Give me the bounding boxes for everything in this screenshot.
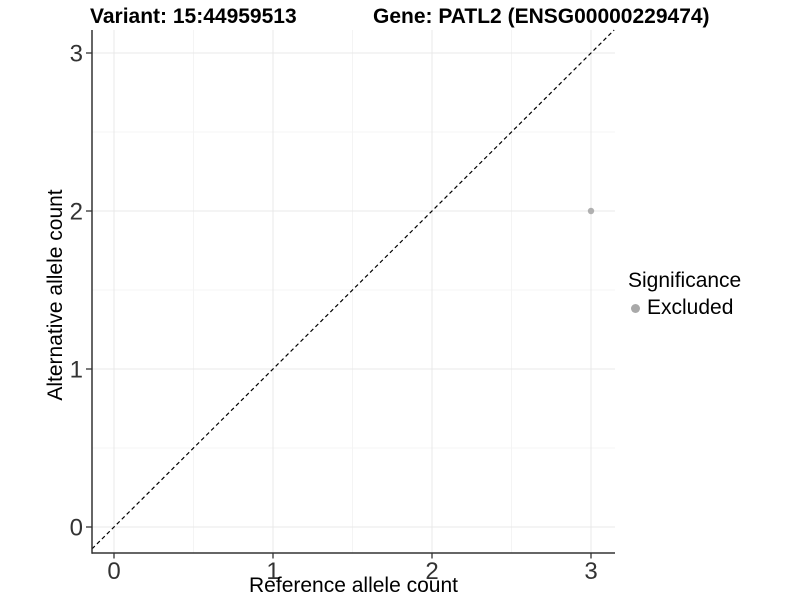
data-point (587, 207, 595, 215)
legend-item-label: Excluded (647, 296, 734, 319)
y-tick-label: 3 (70, 41, 83, 68)
identity-dashed-line (91, 29, 615, 550)
x-axis-title: Reference allele count (249, 574, 458, 597)
x-tick-label: 1 (266, 558, 279, 585)
y-axis-title: Alternative allele count (44, 189, 67, 401)
y-tick-label: 1 (70, 357, 83, 384)
legend: Significance Excluded (628, 269, 741, 320)
legend-title: Significance (628, 269, 742, 292)
x-tick-label: 0 (107, 558, 120, 585)
y-tick-label: 2 (70, 199, 83, 226)
x-tick-label: 2 (425, 558, 438, 585)
x-tick-label: 3 (584, 558, 597, 585)
legend-point-icon (631, 303, 640, 313)
legend-items: Excluded (628, 296, 741, 320)
legend-item: Excluded (628, 296, 741, 320)
variant-title: Variant: 15:44959513 (90, 5, 297, 28)
gene-title: Gene: PATL2 (ENSG00000229474) (373, 5, 710, 28)
y-tick-label: 0 (70, 515, 83, 542)
